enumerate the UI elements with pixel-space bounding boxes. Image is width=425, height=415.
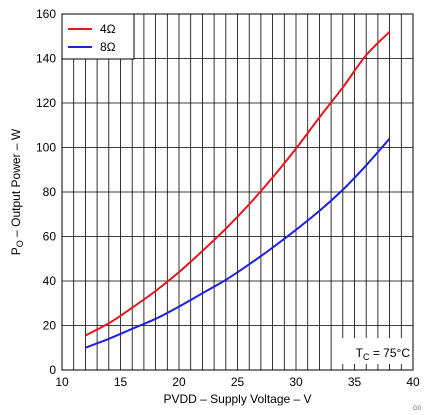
annotation-rest: = 75°C — [370, 346, 411, 360]
annotation-box — [337, 338, 412, 364]
y-axis-title-sub: O — [15, 240, 25, 247]
grid — [62, 14, 413, 370]
series-line-0 — [84, 31, 391, 337]
y-axis-title: PO – Output Power – W — [9, 128, 25, 255]
annotation-text: TC = 75°C — [356, 346, 411, 362]
series-line-1 — [85, 137, 391, 349]
y-tick-label: 80 — [43, 185, 57, 199]
y-tick-label: 40 — [43, 274, 57, 288]
y-tick-label: 120 — [36, 96, 56, 110]
figure-code: G0 — [413, 406, 422, 412]
legend-label-4ohm: 4Ω — [100, 22, 116, 36]
y-tick-label: 0 — [49, 363, 56, 377]
annotation-main: T — [356, 346, 364, 360]
y-tick-label: 100 — [36, 141, 56, 155]
y-tick-label: 140 — [36, 52, 56, 66]
y-axis-title-main: P — [9, 247, 23, 255]
x-tick-label: 35 — [348, 375, 362, 389]
y-tick-label: 160 — [36, 7, 56, 21]
annotation-sub: C — [363, 352, 370, 362]
x-tick-label: 15 — [114, 375, 128, 389]
x-tick-label: 10 — [55, 375, 69, 389]
y-tick-label: 60 — [43, 230, 57, 244]
plot-frame — [61, 13, 414, 371]
legend-box — [61, 13, 135, 60]
y-axis-title-rest: – Output Power – W — [9, 128, 23, 240]
x-tick-label: 30 — [289, 375, 303, 389]
x-tick-label: 40 — [406, 375, 420, 389]
temperature-annotation: TC = 75°C — [337, 338, 412, 364]
legend-label-8ohm: 8Ω — [100, 40, 116, 54]
x-tick-label: 25 — [231, 375, 245, 389]
x-axis-title: PVDD – Supply Voltage – V — [163, 392, 311, 406]
x-tick-label: 20 — [172, 375, 186, 389]
y-tick-label: 20 — [43, 319, 57, 333]
legend: 4Ω 8Ω — [61, 13, 135, 60]
tick-labels: 10 15 20 25 30 35 40 0 20 40 60 80 100 120 140 160 — [36, 7, 420, 389]
series-layer — [84, 31, 391, 349]
